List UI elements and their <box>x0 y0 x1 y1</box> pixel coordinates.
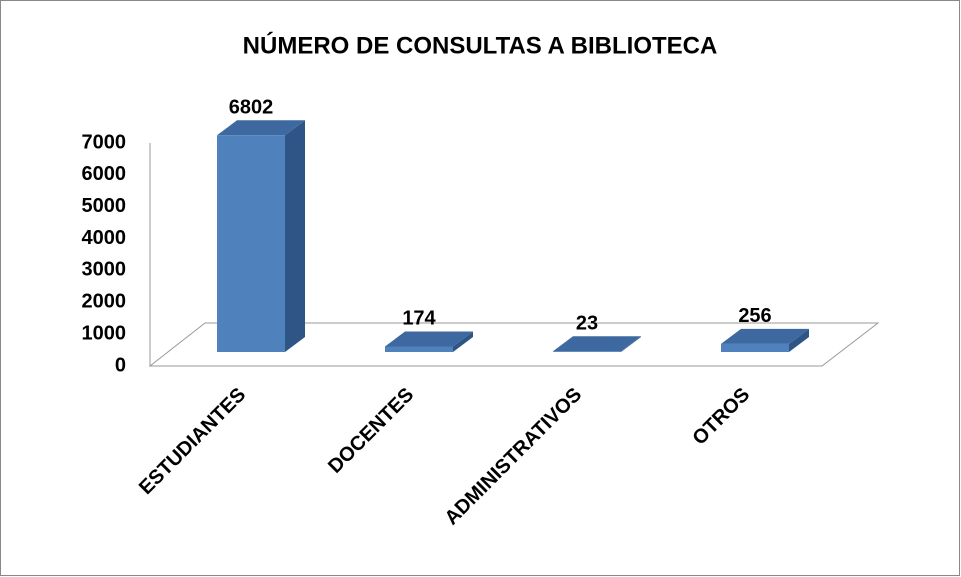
bar-front <box>385 346 453 352</box>
y-tick-label: 4000 <box>82 227 127 249</box>
chart-title: NÚMERO DE CONSULTAS A BIBLIOTECA <box>243 31 718 59</box>
floor <box>148 322 880 367</box>
y-tick-label: 3000 <box>82 259 127 281</box>
bar-side <box>453 331 473 352</box>
data-label: 256 <box>738 305 771 327</box>
bar-top <box>553 336 641 352</box>
data-label: 23 <box>576 313 598 335</box>
bar-front <box>553 351 621 352</box>
bar <box>553 336 641 352</box>
y-tick-label: 0 <box>115 354 126 376</box>
bar <box>385 331 473 352</box>
y-tick-label: 6000 <box>82 163 127 185</box>
bar <box>721 328 809 352</box>
data-label: 174 <box>402 308 436 330</box>
y-tick-label: 2000 <box>82 291 127 313</box>
bar-front <box>217 135 285 352</box>
bar-side <box>285 120 305 353</box>
y-tick-label: 5000 <box>82 195 127 217</box>
bar-top <box>721 328 809 344</box>
bar-top <box>385 331 473 347</box>
y-tick-label: 1000 <box>82 322 127 344</box>
bar-side <box>789 328 809 352</box>
data-label: 6802 <box>229 97 274 119</box>
bar-top <box>217 120 305 136</box>
bar <box>217 120 305 353</box>
bar-front <box>721 343 789 352</box>
bar-side <box>621 336 641 352</box>
y-tick-label: 7000 <box>82 131 127 153</box>
